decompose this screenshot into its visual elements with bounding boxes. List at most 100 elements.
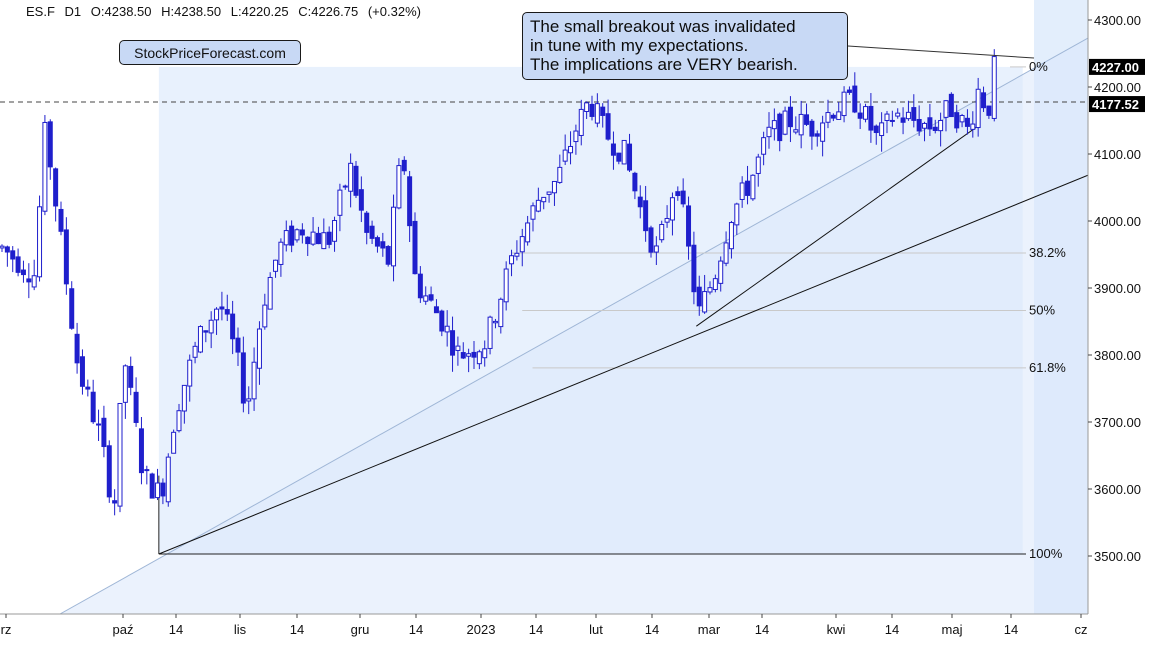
candle-body [922, 122, 928, 129]
trendline-1 [696, 124, 980, 327]
candle-body [160, 482, 166, 497]
candle-body [750, 174, 756, 200]
candle-body [20, 269, 26, 276]
candle-body [358, 189, 364, 211]
candle-body [85, 386, 91, 390]
candle-body [348, 162, 354, 192]
candle-body [723, 242, 729, 264]
x-tick-label: cz [1075, 622, 1088, 637]
candle-body [192, 345, 198, 358]
candle-body [525, 222, 531, 243]
x-tick-label: rz [1, 622, 12, 637]
chart-header: ES.F D1 O:4238.50 H:4238.50 L:4220.25 C:… [26, 4, 427, 19]
candle-body [943, 100, 949, 118]
candle-body [734, 203, 740, 226]
candle-body [889, 119, 895, 122]
annotation-line-1: The small breakout was invalidated [530, 17, 796, 36]
candle-body [632, 172, 638, 192]
candle-body [321, 232, 327, 250]
y-tick-label: 3900.00 [1094, 281, 1141, 296]
candle-body [112, 500, 118, 504]
y-tick-label: 3500.00 [1094, 549, 1141, 564]
candle-body [551, 180, 557, 194]
candle-body [273, 259, 279, 272]
candle-body [825, 112, 831, 123]
candle-body [155, 482, 161, 499]
candle-body [605, 113, 611, 140]
candle-body [299, 229, 305, 236]
candle-body [675, 191, 681, 197]
x-tick-label: 14 [1004, 622, 1018, 637]
fib-label-3: 61.8% [1029, 360, 1066, 375]
candle-body [541, 196, 547, 203]
candles [0, 49, 997, 516]
annotation-pointer [847, 45, 1035, 59]
candle-body [562, 149, 568, 162]
candle-body [310, 231, 316, 245]
candle-body [964, 117, 970, 127]
candle-body [938, 120, 944, 132]
candle-body [509, 255, 515, 265]
candle-body [814, 133, 820, 137]
candle-body [63, 229, 69, 285]
candle-body [986, 105, 992, 116]
candle-body [31, 275, 37, 288]
candle-body [879, 122, 885, 137]
candle-body [900, 117, 906, 123]
candle-body [235, 337, 241, 353]
candle-body [42, 121, 48, 212]
candle-body [707, 287, 713, 293]
candle-body [755, 156, 761, 174]
candle-body [852, 85, 858, 113]
annotation-line-3: The implications are VERY bearish. [530, 55, 798, 74]
candle-body [610, 143, 616, 156]
candle-body [627, 143, 633, 171]
candle-body [546, 191, 552, 195]
candle-body [407, 176, 413, 227]
candle-body [503, 268, 509, 303]
interval-label: D1 [64, 4, 82, 19]
candle-body [959, 115, 965, 123]
plot-area [0, 0, 1088, 614]
candle-body [841, 91, 847, 117]
y-tick-label: 4000.00 [1094, 214, 1141, 229]
price-badge-label: 4177.52 [1092, 97, 1139, 112]
candle-body [444, 325, 450, 333]
candle-body [916, 118, 922, 132]
candle-body [69, 288, 75, 329]
candle-body [492, 320, 498, 324]
y-tick-label: 3600.00 [1094, 482, 1141, 497]
x-tick-label: paź [113, 622, 134, 637]
fib-label-1: 38.2% [1029, 245, 1066, 260]
y-tick-label: 3800.00 [1094, 348, 1141, 363]
candle-body [187, 359, 193, 387]
candle-body [149, 473, 155, 499]
x-tick-label: 14 [755, 622, 769, 637]
candle-body [251, 361, 257, 400]
annotation-line-2: in tune with my expectations. [530, 36, 749, 55]
candle-body [766, 126, 772, 138]
candle-body [863, 106, 869, 120]
candle-body [374, 237, 380, 247]
y-tick-label: 4100.00 [1094, 147, 1141, 162]
fib-label-4: 100% [1029, 546, 1063, 561]
candle-body [90, 391, 96, 423]
candle-body [106, 445, 112, 498]
candle-body [498, 298, 504, 328]
candle-body [873, 125, 879, 134]
candle-body [283, 230, 289, 246]
candle-body [653, 245, 659, 253]
candle-body [37, 206, 43, 278]
candle-body [669, 197, 675, 221]
fib-label-0: 0% [1029, 59, 1048, 74]
candle-body [208, 319, 214, 334]
candle-body [600, 106, 606, 116]
candle-body [128, 365, 134, 388]
candle-body [197, 326, 203, 353]
x-tick-label: gru [351, 622, 370, 637]
candle-body [932, 126, 938, 132]
fib-label-2: 50% [1029, 302, 1055, 317]
x-tick-label: 14 [290, 622, 304, 637]
price-badge-bg [1089, 96, 1145, 113]
